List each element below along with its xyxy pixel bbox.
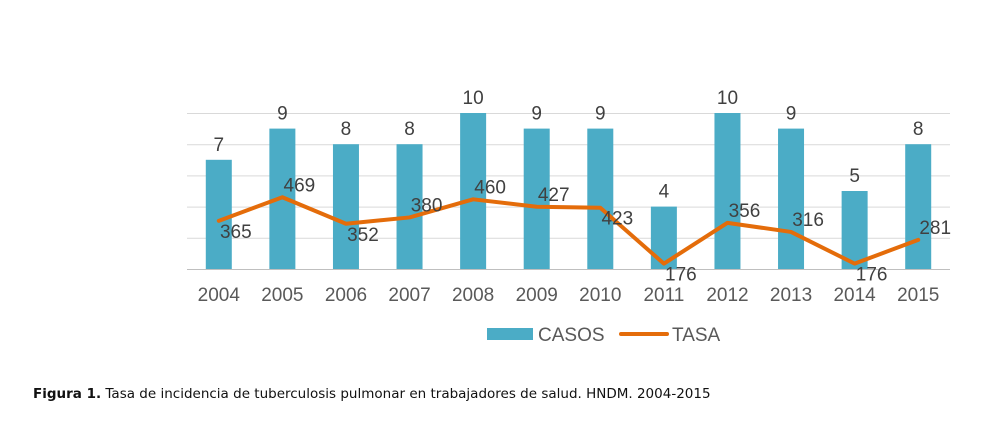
x-tick-2008: 2008 bbox=[452, 285, 494, 306]
legend-label-tasa: TASA bbox=[672, 325, 721, 346]
x-tick-2014: 2014 bbox=[833, 285, 876, 306]
bar-label-2010: 9 bbox=[595, 104, 606, 125]
tasa-label-2014: 176 bbox=[856, 265, 888, 286]
line-series bbox=[216, 195, 921, 266]
bar-label-2004: 7 bbox=[214, 135, 225, 156]
tasa-label-2012: 356 bbox=[729, 201, 761, 222]
bar-label-2015: 8 bbox=[913, 119, 924, 140]
bar-2004 bbox=[205, 159, 232, 269]
bar-2012 bbox=[714, 113, 741, 269]
tasa-label-2004: 365 bbox=[220, 222, 252, 243]
tasa-label-2013: 316 bbox=[792, 210, 824, 231]
tasa-label-2005: 469 bbox=[284, 175, 316, 196]
bar-label-2013: 9 bbox=[786, 104, 797, 125]
bar-label-2014: 5 bbox=[849, 166, 860, 187]
tasa-label-2011: 176 bbox=[665, 265, 697, 286]
tasa-label-2010: 423 bbox=[601, 209, 633, 230]
bar-2014 bbox=[841, 191, 868, 269]
x-tick-2012: 2012 bbox=[706, 285, 748, 306]
bar-2009 bbox=[523, 128, 550, 269]
bar-label-2012: 10 bbox=[717, 88, 738, 109]
x-tick-2013: 2013 bbox=[770, 285, 812, 306]
tasa-label-2006: 352 bbox=[347, 225, 379, 246]
legend-swatch-casos bbox=[487, 328, 533, 340]
line-data-labels: 365 469 352 380 460 427 423 176 356 316 176 281 bbox=[220, 175, 951, 285]
bar-label-2007: 8 bbox=[404, 119, 415, 140]
bar-label-2005: 9 bbox=[277, 104, 288, 125]
legend-label-casos: CASOS bbox=[538, 325, 605, 346]
x-tick-2010: 2010 bbox=[579, 285, 621, 306]
bar-2006 bbox=[332, 144, 359, 269]
tasa-label-2008: 460 bbox=[474, 177, 506, 198]
bar-label-2011: 4 bbox=[659, 182, 670, 203]
tasa-line bbox=[216, 195, 921, 266]
caption-text: Tasa de incidencia de tuberculosis pulmo… bbox=[105, 386, 711, 402]
tasa-label-2007: 380 bbox=[411, 195, 443, 216]
bar-2010 bbox=[587, 128, 614, 269]
x-tick-2007: 2007 bbox=[388, 285, 430, 306]
legend: CASOS TASA bbox=[487, 325, 721, 346]
figure-caption: Figura 1. Tasa de incidencia de tubercul… bbox=[33, 386, 711, 402]
bar-2013 bbox=[778, 128, 805, 269]
bar-label-2008: 10 bbox=[463, 88, 484, 109]
x-tick-2011: 2011 bbox=[643, 285, 684, 306]
x-tick-2009: 2009 bbox=[516, 285, 558, 306]
bar-label-2006: 8 bbox=[341, 119, 352, 140]
bar-series bbox=[205, 113, 932, 269]
x-tick-2004: 2004 bbox=[198, 285, 241, 306]
bar-label-2009: 9 bbox=[531, 104, 542, 125]
x-tick-2015: 2015 bbox=[897, 285, 939, 306]
bar-2015 bbox=[905, 144, 932, 269]
bar-2008 bbox=[460, 113, 487, 269]
x-tick-2005: 2005 bbox=[261, 285, 303, 306]
bar-2007 bbox=[396, 144, 423, 269]
x-tick-2006: 2006 bbox=[325, 285, 367, 306]
x-tick-labels: 2004 2005 2006 2007 2008 2009 2010 2011 2012 2013… bbox=[198, 285, 940, 306]
caption-label: Figura 1. bbox=[33, 386, 102, 402]
tasa-label-2009: 427 bbox=[538, 185, 570, 206]
tasa-label-2015: 281 bbox=[919, 218, 951, 239]
bar-data-labels: 7 9 8 8 10 9 9 4 10 9 5 8 bbox=[214, 88, 924, 203]
